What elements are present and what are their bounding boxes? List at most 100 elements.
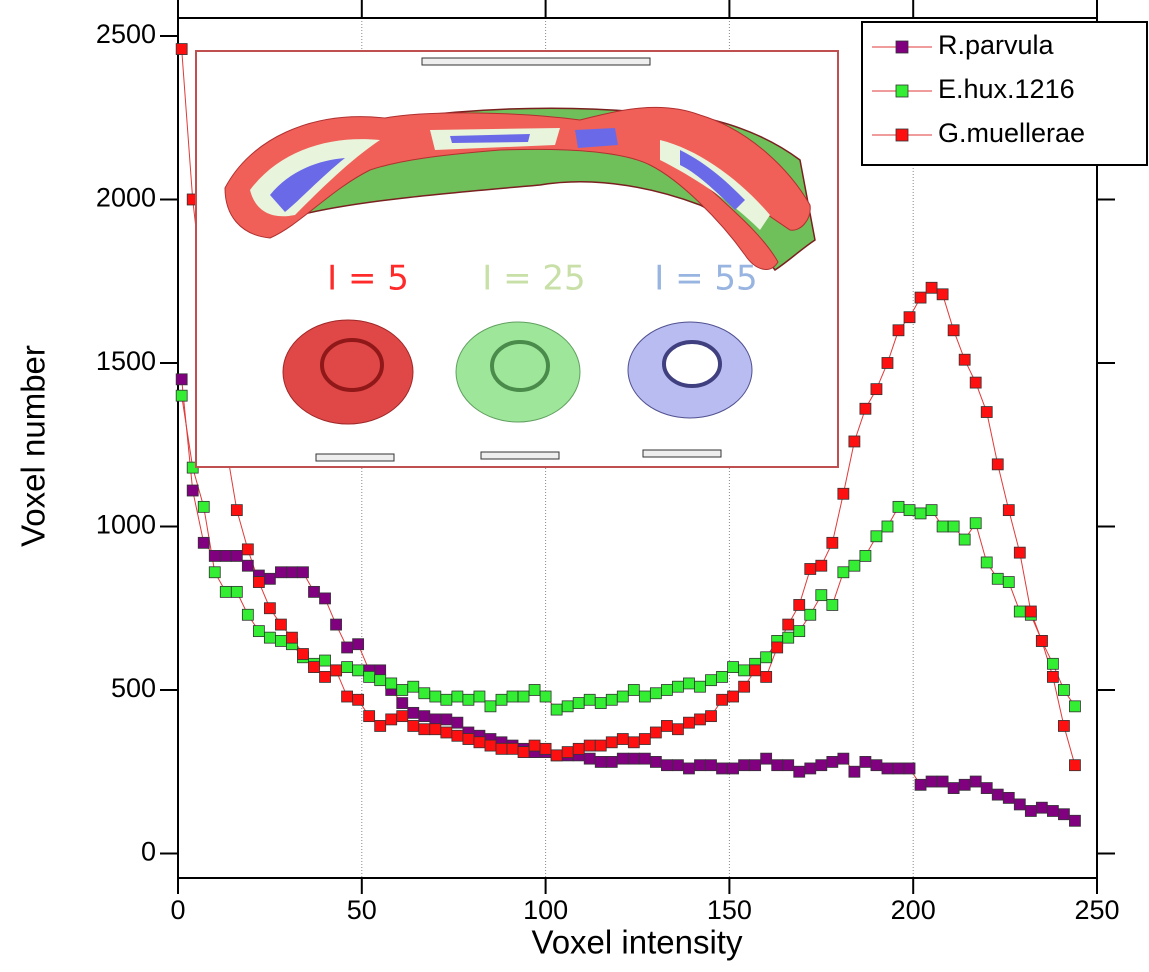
marker: [572, 697, 585, 709]
inset-coccolith-green: [455, 321, 581, 423]
marker: [649, 687, 662, 700]
marker: [738, 680, 751, 693]
marker: [991, 788, 1004, 801]
marker: [517, 746, 530, 759]
y-tick-label: 500: [111, 673, 156, 703]
marker: [859, 402, 872, 415]
marker: [749, 664, 762, 677]
legend-label: E.hux.1216: [938, 74, 1075, 104]
marker: [903, 504, 916, 517]
marker: [782, 759, 795, 772]
marker: [672, 759, 684, 772]
marker: [241, 543, 254, 556]
marker: [1046, 805, 1059, 817]
x-tick-label: 0: [170, 895, 185, 925]
marker: [583, 739, 596, 752]
legend: R.parvula E.hux.1216 G.muellerae: [861, 21, 1148, 166]
marker: [694, 759, 706, 772]
marker: [440, 726, 453, 739]
marker: [473, 690, 486, 703]
marker: [793, 599, 806, 611]
marker: [440, 713, 453, 726]
marker: [991, 572, 1004, 585]
marker: [980, 556, 993, 569]
marker: [793, 625, 806, 638]
marker: [705, 759, 717, 772]
marker: [991, 458, 1004, 471]
marker: [804, 608, 817, 621]
marker: [804, 762, 817, 775]
legend-marker: [895, 128, 909, 142]
marker: [638, 752, 651, 765]
marker: [506, 690, 519, 703]
marker: [760, 651, 773, 664]
marker: [374, 674, 387, 687]
marker: [793, 765, 806, 778]
marker: [749, 759, 762, 772]
marker: [826, 756, 839, 768]
marker: [539, 742, 552, 755]
marker: [903, 762, 916, 775]
marker: [914, 291, 927, 304]
marker: [683, 677, 695, 690]
marker: [230, 504, 243, 517]
marker: [936, 520, 949, 533]
marker: [616, 733, 629, 745]
y-tick-label: 2000: [96, 183, 156, 213]
marker: [594, 739, 607, 752]
marker: [341, 661, 353, 673]
marker: [517, 690, 530, 703]
marker: [572, 742, 585, 755]
marker: [341, 690, 353, 703]
marker: [815, 589, 828, 602]
y-tick-label: 0: [141, 837, 156, 867]
y-tick-label: 1000: [96, 510, 156, 540]
marker: [252, 625, 265, 638]
marker: [252, 576, 265, 588]
marker: [760, 752, 773, 765]
marker: [605, 693, 618, 706]
marker: [672, 723, 684, 736]
marker: [638, 733, 651, 745]
marker: [848, 559, 861, 572]
marker: [1035, 801, 1048, 814]
marker: [1013, 798, 1026, 811]
marker: [716, 693, 728, 706]
marker: [694, 680, 706, 693]
marker: [451, 690, 464, 703]
marker: [1024, 605, 1037, 618]
marker: [627, 752, 640, 765]
marker: [771, 641, 784, 654]
marker: [969, 775, 982, 788]
marker: [958, 778, 971, 791]
marker: [275, 566, 287, 579]
marker: [881, 520, 894, 533]
marker: [969, 376, 982, 389]
marker: [914, 778, 927, 791]
marker: [495, 693, 508, 706]
marker: [263, 572, 276, 585]
marker: [605, 736, 618, 749]
legend-marker: [895, 84, 909, 98]
marker: [440, 693, 453, 706]
marker: [506, 742, 519, 755]
marker: [716, 762, 728, 775]
legend-box: [861, 21, 1148, 166]
inset-coccolith-red: [282, 319, 414, 425]
marker: [1002, 576, 1015, 588]
marker: [936, 288, 949, 301]
marker: [947, 782, 960, 794]
annotation: I = 55: [654, 259, 757, 299]
marker: [219, 550, 232, 562]
marker: [605, 756, 618, 768]
marker: [363, 710, 376, 723]
marker: [175, 43, 188, 55]
marker: [319, 670, 331, 683]
annotation: I = 5: [327, 259, 409, 299]
marker: [308, 585, 320, 598]
marker: [661, 720, 673, 732]
marker: [616, 752, 629, 765]
marker: [881, 762, 894, 775]
x-tick-label: 150: [707, 895, 752, 925]
